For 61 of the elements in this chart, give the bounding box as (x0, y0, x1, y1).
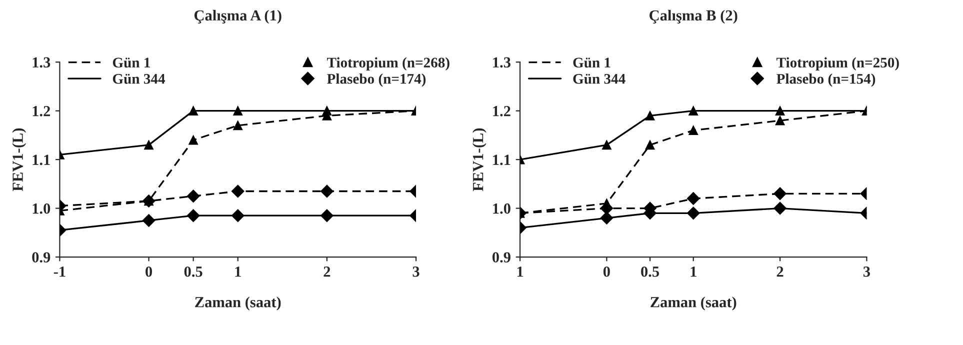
x-tick-label: 1 (690, 266, 696, 277)
x-tick-label: 1 (517, 266, 524, 277)
legend-label: Gün 344 (573, 74, 626, 84)
point (688, 126, 698, 136)
point (686, 192, 700, 205)
chart-title: Çalışma B (2) (650, 10, 738, 24)
x-tick-label: -1 (54, 266, 66, 277)
point (775, 106, 785, 116)
y-tick-label: 1.2 (32, 106, 50, 116)
point (688, 106, 698, 116)
y-tick-label: 1.0 (493, 203, 510, 214)
point (231, 184, 244, 198)
x-tick-label: 2 (324, 266, 330, 277)
legend-label: Gün 1 (573, 58, 610, 68)
point (188, 106, 198, 116)
x-tick-label: 0 (603, 266, 610, 277)
y-tick-label: 1.3 (32, 57, 50, 68)
y-axis-title: FEV1-(L) (472, 128, 486, 192)
x-tick-label: 0 (146, 266, 152, 277)
point (320, 184, 334, 198)
point (774, 202, 786, 215)
point (775, 116, 785, 126)
point (600, 212, 614, 224)
point (231, 209, 244, 222)
legend-label: Tiotropium (n=250) (776, 57, 899, 71)
point (645, 140, 655, 150)
legend-label: Gün 344 (112, 74, 166, 84)
y-tick-label: 1.1 (32, 154, 50, 166)
x-tick-label: 3 (412, 266, 420, 277)
x-tick-label: 0.5 (641, 266, 660, 277)
y-tick-label: 1.2 (493, 106, 510, 116)
x-tick-label: 3 (863, 266, 870, 277)
x-tick-label: 2 (776, 266, 784, 277)
point (233, 106, 243, 116)
y-axis-title: FEV1-(L) (12, 128, 26, 192)
x-axis-title: Zaman (saat) (650, 296, 736, 310)
x-tick-label: 0.5 (184, 266, 202, 277)
y-tick-label: 1.1 (493, 154, 510, 166)
x-tick-label: 1 (235, 266, 241, 277)
point (144, 140, 154, 150)
y-tick-label: 0.9 (32, 252, 50, 263)
point (645, 111, 655, 120)
legend-label: Plasebo (n=174) (327, 74, 426, 87)
point (686, 206, 700, 220)
legend-label: Tiotropium (n=268) (327, 57, 450, 71)
y-tick-label: 0.9 (492, 252, 510, 263)
chart-title: Çalışma A (1) (194, 10, 282, 24)
legend-label: Plasebo (n=154) (776, 74, 876, 87)
legend-label: Gün 1 (112, 58, 150, 68)
point (188, 135, 198, 145)
point (233, 120, 243, 130)
point (186, 190, 200, 203)
point (142, 214, 156, 227)
point (322, 106, 332, 116)
point (186, 209, 200, 222)
point (602, 140, 612, 150)
y-tick-label: 1.3 (493, 57, 510, 68)
point (774, 187, 786, 200)
point (320, 209, 334, 222)
x-axis-title: Zaman (saat) (195, 296, 281, 310)
y-tick-label: 1.0 (32, 203, 50, 214)
